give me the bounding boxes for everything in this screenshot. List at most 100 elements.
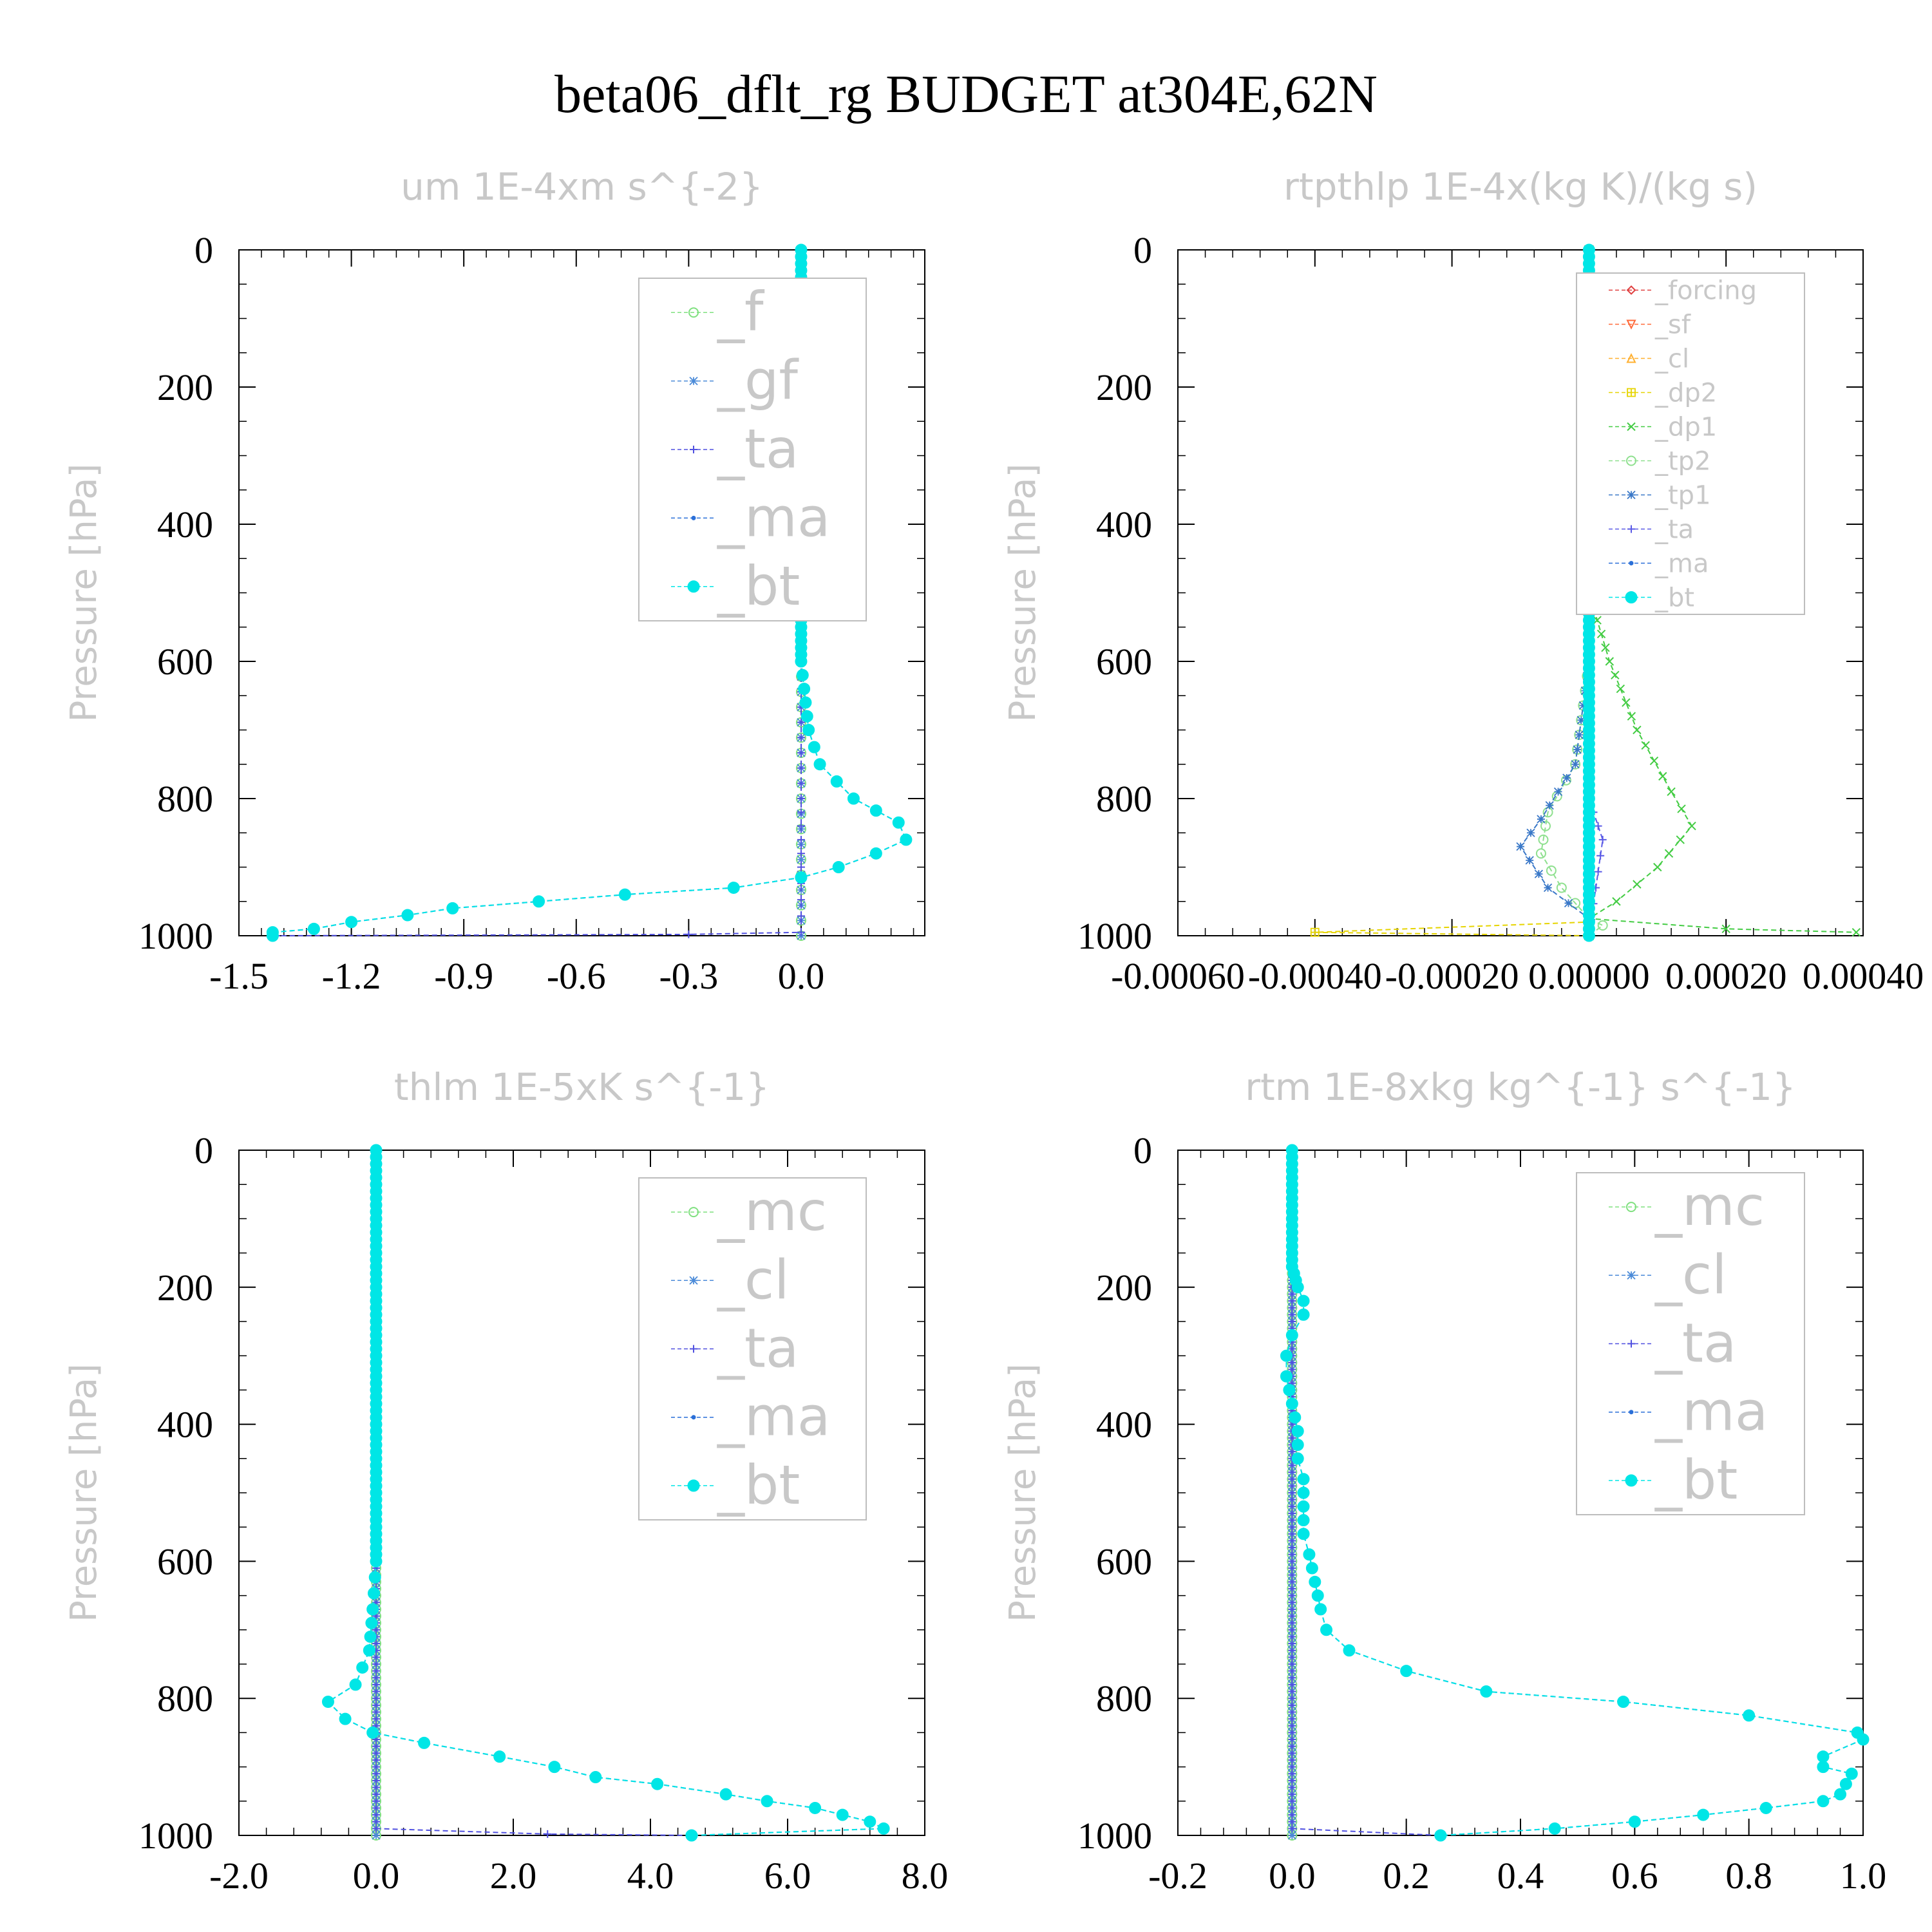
data-point [1288, 1674, 1296, 1682]
legend-label: _ta [1654, 515, 1694, 545]
data-point [795, 732, 806, 743]
data-point [363, 1644, 375, 1657]
data-point [366, 1603, 379, 1616]
data-point [1288, 1523, 1296, 1531]
data-point [797, 749, 805, 757]
data-point [1543, 883, 1553, 893]
data-point [1288, 1756, 1296, 1764]
data-point [1537, 815, 1546, 824]
legend-entry-ma: _ma [1609, 1380, 1768, 1443]
legend-marker [1625, 591, 1638, 603]
legend-marker [1626, 319, 1636, 330]
series-line [1314, 250, 1590, 936]
data-point [797, 779, 805, 788]
data-point [1622, 698, 1631, 707]
legend-marker [1627, 1271, 1636, 1280]
data-point [1288, 1557, 1296, 1566]
legend-label: _cl [1654, 1243, 1727, 1306]
data-point [1578, 701, 1587, 710]
data-point [1817, 1795, 1830, 1808]
y-ticks: 0 200 400 600 800 1000 [138, 1130, 925, 1857]
y-tick-label: 200 [157, 1267, 213, 1309]
data-point [1538, 834, 1549, 845]
legend-marker [1629, 561, 1634, 565]
chart-panel-2: rtpthlp 1E-4x(kg K)/(kg s) Pressure [hPa]… [1002, 165, 1924, 997]
data-point [761, 1795, 773, 1808]
data-point [1288, 1584, 1296, 1593]
legend-box [1576, 272, 1805, 615]
data-point [1817, 1750, 1830, 1763]
data-point [797, 835, 805, 844]
legend-label: _ma [717, 1385, 830, 1448]
data-point [1288, 1571, 1296, 1579]
y-tick-label: 800 [1096, 1678, 1152, 1719]
data-point [1288, 1640, 1296, 1648]
data-point [1297, 1500, 1310, 1513]
data-point [1288, 1290, 1296, 1298]
legend-marker [687, 580, 700, 593]
data-point [797, 896, 805, 904]
data-point [1548, 1822, 1561, 1835]
x-tick-label: 1.0 [1840, 1855, 1887, 1897]
data-point [836, 1808, 849, 1821]
data-point [1288, 1660, 1296, 1668]
data-point [1556, 882, 1567, 893]
data-point [797, 718, 805, 726]
y-ticks: 0 200 400 600 800 1000 [138, 229, 925, 957]
data-point [372, 1824, 380, 1833]
data-point [847, 792, 860, 805]
legend-entry-ta: _ta [671, 1317, 799, 1380]
data-point [418, 1736, 431, 1749]
data-point [1288, 1482, 1296, 1490]
x-tick-label: -0.3 [659, 955, 718, 997]
data-point [1288, 1715, 1296, 1723]
y-tick-label: 400 [157, 504, 213, 545]
data-point [1297, 1308, 1310, 1321]
legend-marker [1625, 1474, 1638, 1487]
y-tick-label: 800 [157, 778, 213, 820]
data-point [1743, 1709, 1756, 1722]
data-point [1288, 1303, 1296, 1312]
data-point [1310, 927, 1320, 937]
x-tick-label: 0.0 [353, 1855, 400, 1897]
data-point [800, 710, 813, 723]
data-point [797, 849, 805, 858]
legend-entry-ta: _ta [1609, 1312, 1736, 1375]
data-point [1721, 924, 1730, 934]
legend-entry-bt: _bt [1609, 1448, 1738, 1511]
series-bt [1280, 1144, 1870, 1842]
x-tick-label: -0.9 [434, 955, 493, 997]
data-point [1288, 1509, 1296, 1517]
data-point [1658, 772, 1667, 781]
data-point [372, 1667, 380, 1675]
data-point [339, 1712, 352, 1725]
legend-box [1576, 1172, 1805, 1515]
data-point [1582, 929, 1595, 942]
x-ticks: -0.2 0.0 0.2 0.4 0.6 0.8 1.0 [1148, 1150, 1886, 1897]
figure-title: beta06_dflt_rg BUDGET at304E,62N [554, 64, 1378, 124]
y-tick-label: 0 [194, 229, 213, 271]
legend-label: _bt [1654, 1448, 1738, 1511]
data-point [1309, 1575, 1321, 1588]
data-point [892, 816, 905, 829]
data-point [1303, 1548, 1316, 1561]
data-point [798, 683, 811, 696]
data-point [1653, 862, 1662, 872]
data-point [372, 1831, 381, 1840]
data-point [1288, 1701, 1296, 1709]
legend-label: _f [717, 280, 765, 343]
y-tick-label: 200 [1096, 366, 1152, 408]
x-tick-label: 0.00040 [1803, 955, 1924, 997]
legend-entry-dp1: _dp1 [1609, 413, 1717, 442]
chart-title: um 1E-4xm s^{-2} [401, 165, 763, 209]
data-point [372, 1625, 380, 1634]
legend-marker [690, 1345, 697, 1353]
data-point [372, 1756, 380, 1764]
data-point [1288, 1495, 1296, 1504]
data-point [1297, 1486, 1310, 1499]
data-point [685, 930, 693, 938]
y-tick-label: 800 [157, 1678, 213, 1719]
data-point [1667, 787, 1676, 797]
series-bt [321, 1144, 890, 1842]
series-dp2 [1310, 245, 1594, 940]
